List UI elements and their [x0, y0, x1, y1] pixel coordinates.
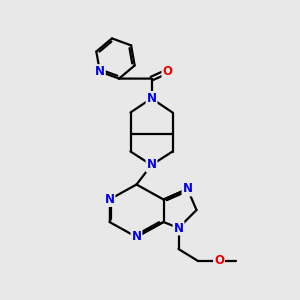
Text: N: N — [146, 158, 157, 172]
Text: N: N — [182, 182, 193, 196]
Text: N: N — [146, 92, 157, 105]
Text: N: N — [173, 221, 184, 235]
Text: N: N — [131, 230, 142, 244]
Text: N: N — [95, 65, 105, 78]
Text: O: O — [162, 65, 172, 78]
Text: N: N — [104, 193, 115, 206]
Text: O: O — [214, 254, 224, 268]
